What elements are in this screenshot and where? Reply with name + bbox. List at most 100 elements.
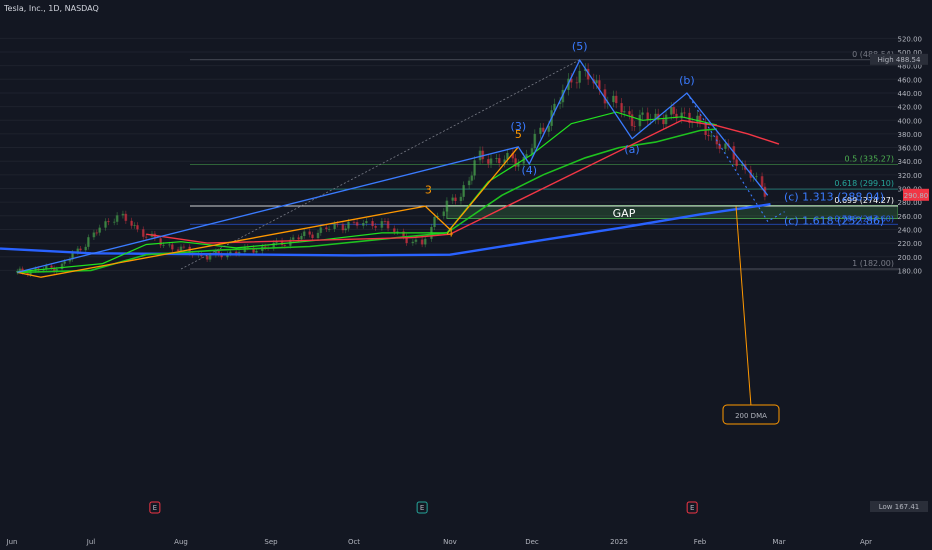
earnings-marker bbox=[686, 501, 698, 514]
candle-body bbox=[760, 176, 764, 187]
candle-body bbox=[371, 221, 374, 227]
candle-body bbox=[380, 221, 384, 228]
candle-body bbox=[575, 82, 579, 84]
low-price-badge bbox=[870, 501, 928, 512]
candle-body bbox=[272, 242, 276, 249]
candle-body bbox=[503, 159, 506, 164]
candle-body bbox=[396, 231, 399, 233]
candle-body bbox=[283, 245, 287, 246]
fib-label: 0.618 (299.10) bbox=[834, 179, 894, 188]
fib-label: 0.699 (274.27) bbox=[834, 196, 894, 205]
candle-body bbox=[578, 70, 582, 83]
candle-body bbox=[71, 252, 74, 260]
candle-body bbox=[55, 269, 59, 272]
wave-label: (5) bbox=[572, 40, 588, 53]
candle-body bbox=[104, 221, 107, 228]
fib-levels: 0 (488.54)0.5 (335.27)0.618 (299.10)0.69… bbox=[190, 50, 898, 270]
ma-slow-line bbox=[17, 128, 717, 274]
candle-body bbox=[541, 127, 545, 132]
time-tick-label: Oct bbox=[348, 538, 360, 546]
candle-body bbox=[50, 265, 53, 268]
last-price-label: 290.80 bbox=[904, 192, 929, 200]
impulse-wave-line bbox=[17, 146, 519, 278]
candle-body bbox=[336, 223, 339, 225]
candle-body bbox=[344, 228, 347, 231]
fib-label: 0.786 (247.60) bbox=[834, 214, 894, 223]
wave-label: (a) bbox=[624, 143, 639, 156]
candle-body bbox=[462, 185, 465, 197]
ma-red-line bbox=[146, 119, 780, 244]
candle-body bbox=[68, 259, 72, 262]
price-tick-label: 240.00 bbox=[898, 226, 923, 234]
candle-body bbox=[325, 227, 328, 230]
low-price-label: Low 167.41 bbox=[879, 503, 920, 511]
candle-body bbox=[598, 80, 601, 90]
candle-body bbox=[411, 241, 415, 244]
price-tick-label: 500.00 bbox=[898, 49, 923, 57]
candle-body bbox=[182, 246, 186, 248]
candle-body bbox=[620, 103, 623, 113]
price-tick-label: 340.00 bbox=[898, 158, 923, 166]
candle-body bbox=[495, 158, 498, 159]
time-axis-background bbox=[0, 533, 932, 550]
price-axis[interactable]: 180.00200.00220.00240.00260.00280.00300.… bbox=[870, 0, 932, 550]
candle-body bbox=[473, 160, 476, 176]
wave-label: (3) bbox=[511, 120, 527, 133]
candle-body bbox=[162, 244, 165, 246]
candle-body bbox=[569, 78, 573, 83]
candle-body bbox=[646, 112, 650, 120]
wave-label: (b) bbox=[679, 74, 695, 87]
price-tick-label: 520.00 bbox=[898, 35, 923, 43]
candle-body bbox=[383, 221, 387, 222]
candle-body bbox=[622, 111, 626, 113]
candle-body bbox=[291, 237, 295, 240]
candle-body bbox=[638, 114, 642, 127]
time-tick-label: Aug bbox=[174, 538, 188, 546]
candle-body bbox=[263, 246, 267, 248]
candle-body bbox=[755, 176, 758, 178]
candle-body bbox=[95, 232, 99, 234]
candle-body bbox=[612, 95, 615, 103]
candle-body bbox=[252, 247, 255, 253]
ma200-callout-pointer bbox=[735, 206, 752, 407]
wave-lines bbox=[17, 58, 785, 278]
candle-body bbox=[478, 150, 482, 161]
candle-body bbox=[308, 231, 312, 235]
moving-averages bbox=[0, 111, 780, 274]
candle-body bbox=[170, 244, 174, 250]
price-tick-label: 200.00 bbox=[898, 254, 923, 262]
ticker-title: Tesla, Inc., 1D, NASDAQ bbox=[3, 4, 99, 13]
time-tick-label: Dec bbox=[525, 538, 539, 546]
candle-body bbox=[115, 215, 119, 222]
candle-body bbox=[144, 236, 148, 238]
candle-body bbox=[445, 200, 449, 212]
candle-body bbox=[630, 114, 634, 127]
wave-labels: (5) (b) (3)5 (a) (4) 3 4 (c) 1.313 (288.04) (c) … bbox=[425, 40, 884, 425]
candle-body bbox=[696, 115, 699, 123]
projection-line bbox=[686, 92, 785, 223]
candle-body bbox=[220, 254, 223, 258]
candle-body bbox=[709, 135, 713, 137]
time-tick-label: Nov bbox=[443, 538, 457, 546]
candle-body bbox=[79, 248, 82, 251]
candle-body bbox=[675, 113, 678, 119]
candle-body bbox=[237, 251, 241, 254]
wave-label: 4 bbox=[447, 226, 454, 239]
candle-body bbox=[414, 239, 418, 242]
price-axis-background bbox=[898, 0, 932, 550]
candle-body bbox=[98, 227, 102, 233]
candle-body bbox=[179, 246, 183, 252]
earnings-marker bbox=[416, 501, 428, 514]
earnings-marker-label: E bbox=[153, 504, 157, 512]
candle-body bbox=[470, 175, 474, 181]
price-tick-label: 460.00 bbox=[898, 76, 923, 84]
time-axis[interactable]: Jun Jul Aug Sep Oct Nov Dec 2025 Feb Mar Apr bbox=[0, 533, 932, 550]
candle-body bbox=[124, 213, 128, 221]
candle-body bbox=[459, 196, 463, 202]
candle-body bbox=[300, 236, 303, 240]
candle-body bbox=[205, 256, 209, 260]
candle-body bbox=[481, 150, 485, 160]
candle-body bbox=[442, 211, 446, 217]
candle-body bbox=[522, 157, 526, 164]
